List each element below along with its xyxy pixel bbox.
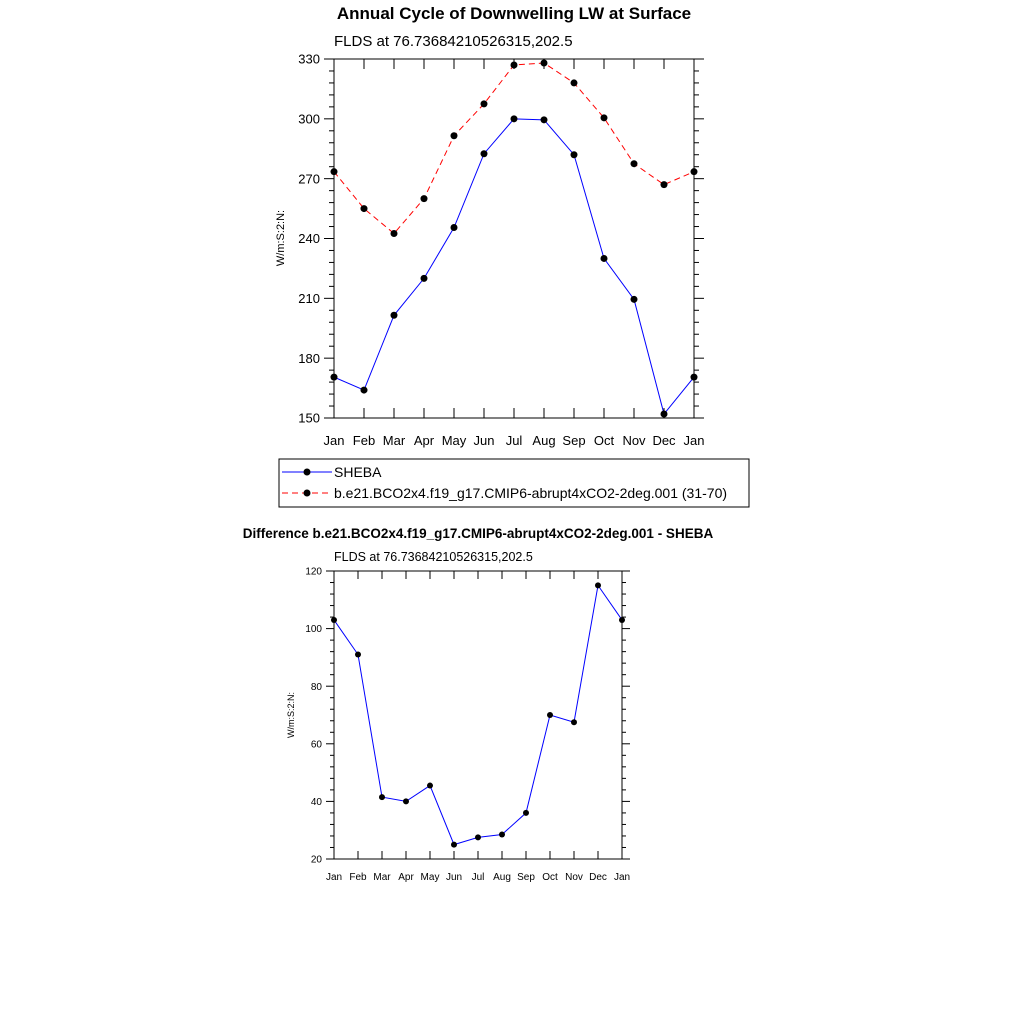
chart1-xtick-label: Jul: [506, 433, 523, 448]
chart2-series-0-point: [355, 651, 361, 658]
chart1-xtick-label: Jan: [684, 433, 705, 448]
chart2-series-0-line: [333, 584, 623, 846]
chart2-series-0-point: [499, 831, 505, 838]
chart1-series-0-point: [660, 410, 668, 418]
chart2-xtick-label: Dec: [589, 872, 607, 883]
chart1-series-1-point: [540, 59, 548, 67]
chart1-series-1-point: [630, 160, 638, 168]
chart1-xtick-label: Jan: [324, 433, 345, 448]
chart1-xtick-label: Mar: [383, 433, 406, 448]
chart1-xtick-label: Dec: [652, 433, 676, 448]
chart1-series-0-point: [420, 274, 428, 282]
chart1-series-1-point: [330, 168, 338, 176]
chart2-series-0-point: [571, 719, 577, 726]
chart1-ytick-label: 240: [298, 231, 320, 246]
chart2-xtick-label: Jan: [614, 872, 630, 883]
chart1-series-0-point: [450, 224, 458, 232]
chart2-xtick-label: Feb: [349, 872, 367, 883]
chart1-xtick-label: May: [442, 433, 467, 448]
chart2-ytick-label: 100: [305, 624, 322, 635]
chart1-series-1-point: [420, 195, 428, 203]
chart1-series-1-point: [390, 230, 398, 238]
chart1-xtick-label: Jun: [474, 433, 495, 448]
chart1-plot: Jan Feb Mar Apr May Jun Jul Aug Sep Oct Nov Dec Jan 1…: [298, 52, 704, 448]
chart2-xtick-label: Sep: [517, 872, 535, 883]
chart2-xtick-label: Nov: [565, 872, 583, 883]
chart2-xtick-label: Jul: [472, 872, 485, 883]
chart2-xtick-label: May: [421, 872, 440, 883]
chart1-frame: [333, 58, 695, 419]
chart1-series-1-point: [600, 114, 608, 122]
chart2-ytick-label: 120: [305, 567, 322, 578]
chart1-series-1-point: [450, 132, 458, 140]
chart1-ytick-label: 300: [298, 112, 320, 127]
chart1-ytick-label: 270: [298, 171, 320, 186]
chart2-ylabel: W/m:S:2:N:: [286, 692, 296, 738]
chart1-series-0-line: [333, 118, 695, 416]
chart2-ytick-label: 40: [311, 797, 323, 808]
chart1-xtick-label: Aug: [532, 433, 555, 448]
chart1-ytick-label: 180: [298, 351, 320, 366]
chart2-xtick-label: Jun: [446, 872, 462, 883]
chart1-series-0-point: [360, 386, 368, 394]
chart1-series-1-point: [510, 61, 518, 69]
chart1-series-0-point: [480, 150, 488, 158]
chart2-ytick-label: 20: [311, 855, 323, 866]
chart1-series-0-point: [630, 295, 638, 303]
legend-marker-model: [303, 489, 311, 497]
chart1-series-0-point: [690, 373, 698, 381]
chart2-series-0-point: [595, 582, 601, 589]
chart1-series-1-point: [690, 168, 698, 176]
chart1-ylabel: W/m:S:2:N:: [275, 210, 287, 266]
chart1-ytick-label: 330: [298, 52, 320, 67]
chart2-xtick-label: Mar: [373, 872, 391, 883]
chart1-series-1-point: [570, 79, 578, 87]
chart1-series-1-point: [660, 181, 668, 189]
chart2-series-0-point: [547, 712, 553, 718]
chart1-ytick-label: 150: [298, 411, 320, 426]
chart1-xtick-label: Oct: [594, 433, 615, 448]
chart1-xtick-label: Feb: [353, 433, 375, 448]
chart2-xtick-label: Oct: [542, 872, 558, 883]
chart2-subtitle: FLDS at 76.73684210526315,202.5: [334, 550, 533, 564]
chart1-subtitle: FLDS at 76.73684210526315,202.5: [334, 33, 573, 50]
chart2-series-0-point: [403, 798, 409, 805]
chart1-xtick-label: Apr: [414, 433, 435, 448]
chart2-series-0-point: [523, 809, 529, 816]
legend-label-model: b.e21.BCO2x4.f19_g17.CMIP6-abrupt4xCO2-2…: [334, 485, 727, 501]
chart2-series-0-point: [379, 794, 385, 801]
chart2-xtick-label: Aug: [493, 872, 511, 883]
chart2-title: Difference b.e21.BCO2x4.f19_g17.CMIP6-ab…: [243, 526, 714, 541]
chart2-frame: [333, 570, 623, 860]
chart2-ytick-label: 80: [311, 682, 323, 693]
chart2-xtick-label: Apr: [398, 872, 414, 883]
chart2-plot: Jan Feb Mar Apr May Jun Jul Aug Sep Oct Nov Dec Jan2…: [305, 567, 630, 883]
chart1-ytick-label: 210: [298, 291, 320, 306]
chart1-series-0-point: [390, 311, 398, 319]
chart2-series-0-point: [475, 834, 481, 841]
legend-box: [278, 458, 750, 508]
chart2-series-0-point: [331, 616, 337, 623]
chart1-series-0-point: [330, 373, 338, 381]
legend-marker-sheba: [303, 468, 311, 476]
chart1-series-0-point: [600, 254, 608, 262]
chart2-series-0-point: [619, 616, 625, 623]
legend: SHEBA b.e21.BCO2x4.f19_g17.CMIP6-abrupt4…: [278, 458, 750, 508]
chart1-xtick-label: Sep: [562, 433, 585, 448]
chart2-series-0-point: [427, 782, 433, 789]
chart1-series-0-point: [570, 151, 578, 159]
chart1-series-1-point: [480, 100, 488, 108]
chart2-ytick-label: 60: [311, 739, 323, 750]
chart1-title: Annual Cycle of Downwelling LW at Surfac…: [337, 4, 691, 23]
chart1-series-1-point: [360, 205, 368, 213]
chart1-series-0-point: [510, 115, 518, 123]
chart2-xtick-label: Jan: [326, 872, 342, 883]
chart1-series-1-line: [333, 62, 695, 235]
chart1-series-0-point: [540, 116, 548, 124]
chart1-xtick-label: Nov: [622, 433, 646, 448]
legend-label-sheba: SHEBA: [334, 464, 382, 480]
chart2-series-0-point: [451, 841, 457, 848]
